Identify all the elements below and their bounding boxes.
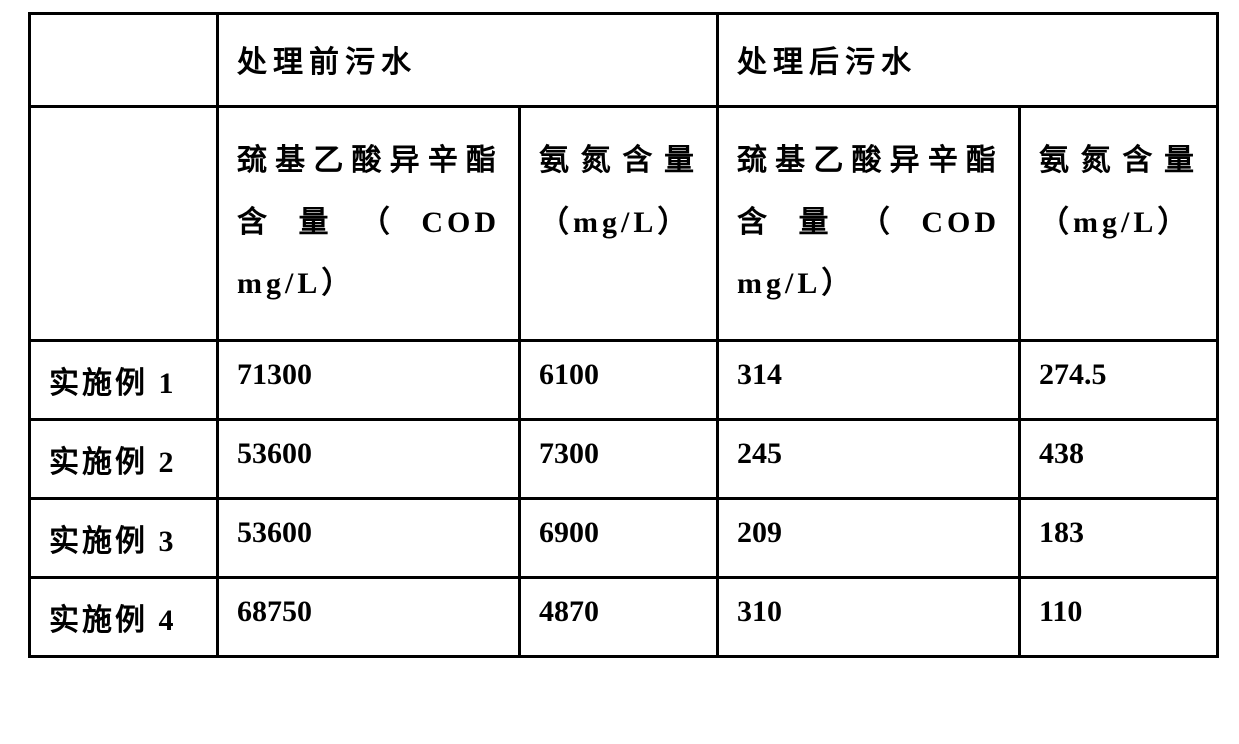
subheader-before-cod: 巯基乙酸异辛酯含量（COD mg/L）	[218, 107, 520, 341]
cell-after-nh3: 274.5	[1020, 340, 1218, 419]
cell-before-nh3: 6100	[520, 340, 718, 419]
cell-before-cod: 53600	[218, 419, 520, 498]
row-label: 实施例 1	[30, 340, 218, 419]
cell-before-cod: 71300	[218, 340, 520, 419]
cell-before-cod: 53600	[218, 498, 520, 577]
cell-after-cod: 310	[718, 577, 1020, 656]
cell-before-nh3: 6900	[520, 498, 718, 577]
row-label: 实施例 2	[30, 419, 218, 498]
row-label: 实施例 4	[30, 577, 218, 656]
cell-after-nh3: 183	[1020, 498, 1218, 577]
row-label: 实施例 3	[30, 498, 218, 577]
cell-after-cod: 314	[718, 340, 1020, 419]
subheader-before-nh3: 氨氮含量（mg/L）	[520, 107, 718, 341]
subheader-after-nh3: 氨氮含量（mg/L）	[1020, 107, 1218, 341]
cell-before-nh3: 4870	[520, 577, 718, 656]
page-container: 处理前污水 处理后污水 巯基乙酸异辛酯含量（COD mg/L） 氨氮含量（mg/…	[0, 0, 1239, 744]
top-header-after: 处理后污水	[718, 14, 1218, 107]
cell-after-cod: 209	[718, 498, 1020, 577]
table-row: 实施例 2 53600 7300 245 438	[30, 419, 1218, 498]
blank-corner-cell	[30, 14, 218, 107]
subheader-after-cod: 巯基乙酸异辛酯含量（COD mg/L）	[718, 107, 1020, 341]
table-row: 实施例 4 68750 4870 310 110	[30, 577, 1218, 656]
cell-after-cod: 245	[718, 419, 1020, 498]
table-sub-header-row: 巯基乙酸异辛酯含量（COD mg/L） 氨氮含量（mg/L） 巯基乙酸异辛酯含量…	[30, 107, 1218, 341]
table-row: 实施例 1 71300 6100 314 274.5	[30, 340, 1218, 419]
table-top-header-row: 处理前污水 处理后污水	[30, 14, 1218, 107]
top-header-before: 处理前污水	[218, 14, 718, 107]
cell-after-nh3: 110	[1020, 577, 1218, 656]
table-row: 实施例 3 53600 6900 209 183	[30, 498, 1218, 577]
blank-rowlabel-header	[30, 107, 218, 341]
cell-before-cod: 68750	[218, 577, 520, 656]
cell-after-nh3: 438	[1020, 419, 1218, 498]
wastewater-table: 处理前污水 处理后污水 巯基乙酸异辛酯含量（COD mg/L） 氨氮含量（mg/…	[28, 12, 1219, 658]
cell-before-nh3: 7300	[520, 419, 718, 498]
